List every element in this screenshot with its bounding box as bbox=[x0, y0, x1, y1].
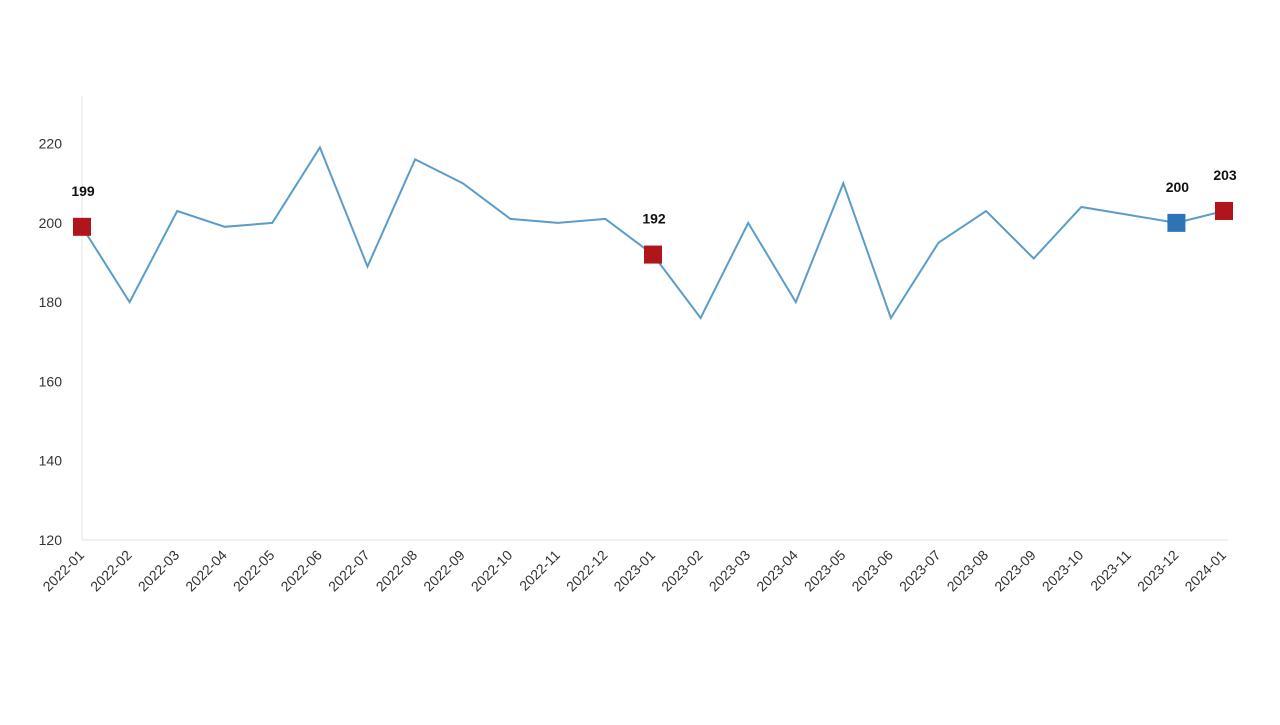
x-tick-label: 2022-10 bbox=[468, 547, 516, 595]
x-tick-label: 2023-09 bbox=[991, 547, 1039, 595]
data-label-2022-01: 199 bbox=[71, 183, 95, 199]
x-tick-label: 2022-08 bbox=[373, 547, 421, 595]
y-tick-label: 140 bbox=[39, 453, 63, 469]
highlight-markers bbox=[73, 201, 1233, 264]
y-tick-label: 200 bbox=[39, 215, 63, 231]
x-tick-label: 2022-05 bbox=[230, 547, 278, 595]
x-tick-label: 2023-05 bbox=[801, 547, 849, 595]
x-tick-label: 2023-02 bbox=[658, 547, 706, 595]
data-label-2024-01: 203 bbox=[1213, 167, 1237, 183]
x-tick-label: 2022-03 bbox=[135, 547, 183, 595]
x-tick-label: 2023-04 bbox=[753, 547, 801, 595]
highlight-marker-2022-01 bbox=[73, 217, 91, 236]
x-tick-label: 2022-07 bbox=[325, 547, 373, 595]
x-tick-label: 2023-07 bbox=[896, 547, 944, 595]
x-tick-label: 2023-11 bbox=[1087, 547, 1134, 594]
x-tick-label: 2022-11 bbox=[516, 547, 563, 594]
highlight-marker-2023-12 bbox=[1167, 213, 1186, 232]
data-labels: 199 192 200 203 bbox=[71, 167, 1237, 227]
highlight-marker-2024-01 bbox=[1215, 201, 1233, 220]
x-tick-label: 2022-02 bbox=[87, 547, 135, 595]
x-tick-label: 2022-01 bbox=[39, 547, 87, 595]
x-tick-label: 2024-01 bbox=[1181, 547, 1229, 595]
data-label-2023-01: 192 bbox=[642, 211, 666, 227]
x-tick-label: 2022-12 bbox=[563, 547, 611, 595]
x-tick-label: 2022-09 bbox=[420, 547, 468, 595]
x-tick-label: 2022-06 bbox=[277, 547, 325, 595]
x-tick-label: 2023-08 bbox=[944, 547, 992, 595]
y-tick-label: 180 bbox=[39, 294, 63, 310]
y-tick-label: 120 bbox=[39, 532, 63, 548]
x-tick-label: 2023-12 bbox=[1134, 547, 1182, 595]
x-tick-label: 2023-01 bbox=[610, 547, 658, 595]
y-tick-labels: 120 140 160 180 200 220 bbox=[39, 136, 63, 548]
y-tick-label: 160 bbox=[39, 373, 63, 389]
highlight-marker-2023-01 bbox=[644, 245, 662, 264]
x-tick-label: 2023-06 bbox=[848, 547, 896, 595]
x-tick-labels: 2022-01 2022-02 2022-03 2022-04 2022-05 2022-… bbox=[39, 547, 1229, 595]
x-tick-label: 2023-03 bbox=[706, 547, 754, 595]
series-line bbox=[81, 145, 1225, 321]
x-tick-label: 2022-04 bbox=[182, 547, 230, 595]
data-label-2023-12: 200 bbox=[1166, 179, 1190, 195]
x-tick-label: 2023-10 bbox=[1039, 547, 1087, 595]
y-tick-label: 220 bbox=[39, 136, 63, 152]
